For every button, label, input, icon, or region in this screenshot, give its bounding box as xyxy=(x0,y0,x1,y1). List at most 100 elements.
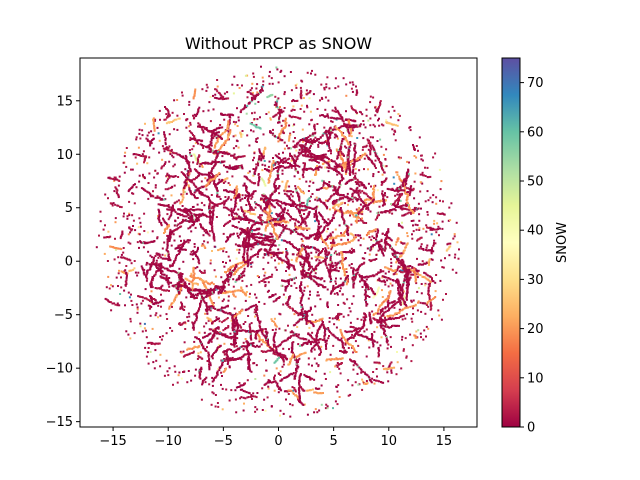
data-point xyxy=(316,199,319,202)
data-point xyxy=(412,299,415,302)
data-point xyxy=(192,223,195,225)
data-point xyxy=(224,223,226,226)
data-point xyxy=(218,248,221,251)
data-point xyxy=(337,317,339,320)
data-point xyxy=(259,89,262,92)
data-point xyxy=(263,183,266,186)
data-point xyxy=(242,209,245,212)
data-point xyxy=(115,247,118,249)
data-point xyxy=(240,164,243,167)
data-point xyxy=(199,139,202,142)
data-point xyxy=(424,312,427,315)
data-point xyxy=(427,226,430,229)
data-point xyxy=(297,116,299,119)
data-point xyxy=(292,205,295,207)
data-point xyxy=(306,199,309,202)
data-point xyxy=(422,263,424,266)
data-point xyxy=(395,124,397,127)
data-point xyxy=(282,251,284,254)
data-point xyxy=(224,165,227,168)
data-point xyxy=(354,340,357,343)
data-point xyxy=(284,188,287,191)
data-point xyxy=(205,89,208,92)
data-point xyxy=(244,299,247,302)
data-point xyxy=(177,227,180,229)
data-point xyxy=(178,235,181,238)
data-point xyxy=(257,92,260,95)
data-point xyxy=(325,187,328,190)
data-point xyxy=(267,387,270,390)
data-point xyxy=(380,181,383,184)
data-point xyxy=(297,312,300,315)
data-point xyxy=(277,152,280,155)
data-point xyxy=(416,257,418,260)
data-point xyxy=(279,224,282,227)
data-point xyxy=(177,223,180,226)
data-point xyxy=(393,306,396,309)
data-point xyxy=(303,166,306,169)
data-point xyxy=(182,220,184,223)
data-point xyxy=(160,285,163,288)
data-point xyxy=(183,305,186,308)
data-point xyxy=(291,202,294,205)
data-point xyxy=(250,96,253,99)
data-point xyxy=(286,390,289,393)
data-point xyxy=(203,240,206,243)
data-point xyxy=(324,239,327,242)
data-point xyxy=(331,231,334,234)
data-point xyxy=(372,296,375,299)
data-point xyxy=(273,334,276,336)
data-point xyxy=(180,225,183,228)
data-point xyxy=(333,165,336,168)
data-point xyxy=(382,368,385,371)
data-point xyxy=(184,211,187,213)
data-point xyxy=(316,205,319,208)
data-point xyxy=(226,135,229,138)
data-point xyxy=(420,243,423,246)
data-point xyxy=(332,285,335,288)
data-point xyxy=(328,146,331,149)
data-point xyxy=(218,178,221,181)
data-point xyxy=(306,71,309,74)
data-point xyxy=(227,130,230,133)
data-point xyxy=(283,189,286,192)
data-point xyxy=(289,331,292,334)
data-point xyxy=(378,380,381,383)
data-point xyxy=(413,155,416,157)
data-point xyxy=(110,309,113,312)
data-point xyxy=(377,171,380,173)
data-point xyxy=(409,126,412,128)
data-point xyxy=(276,215,279,218)
data-point xyxy=(290,217,293,220)
data-point xyxy=(164,118,167,121)
data-point xyxy=(213,181,216,184)
data-point xyxy=(290,258,293,261)
data-point xyxy=(184,328,187,330)
data-point xyxy=(202,147,205,149)
data-point xyxy=(369,95,372,98)
data-point xyxy=(142,271,145,274)
data-point xyxy=(225,240,227,243)
data-point xyxy=(304,168,307,171)
data-point xyxy=(247,172,250,174)
data-point xyxy=(214,142,217,145)
data-point xyxy=(235,145,238,148)
data-point xyxy=(431,227,434,230)
data-point xyxy=(315,387,318,390)
data-point xyxy=(111,285,114,288)
data-point xyxy=(211,218,214,221)
data-point xyxy=(280,108,283,111)
data-point xyxy=(447,219,450,222)
data-point xyxy=(389,282,392,285)
data-point xyxy=(255,167,258,170)
data-point xyxy=(221,179,224,182)
data-point xyxy=(154,118,157,121)
data-point xyxy=(302,201,305,204)
data-point xyxy=(407,211,410,214)
data-point xyxy=(197,108,200,111)
data-point xyxy=(128,212,131,215)
data-point xyxy=(309,144,312,147)
data-point xyxy=(167,112,170,115)
data-point xyxy=(402,348,405,351)
data-point xyxy=(303,209,306,212)
